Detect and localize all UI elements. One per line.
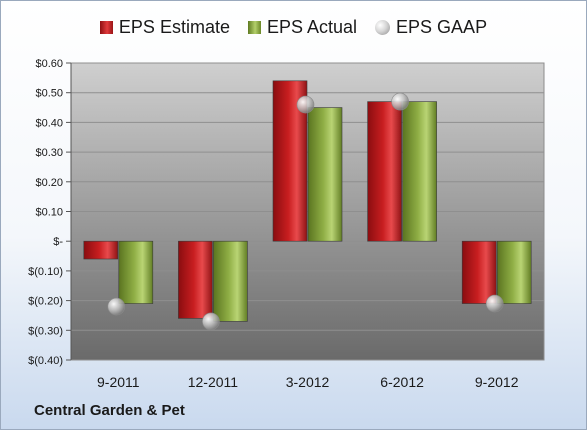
gaap-marker [107,297,126,316]
bar-estimate [461,240,497,304]
y-tick-label: $(0.30) [28,325,63,337]
x-tick-label: 3-2012 [286,374,330,390]
bar-estimate [367,101,402,242]
y-tick-label: $0.20 [35,177,63,189]
x-tick-label: 6-2012 [380,374,424,390]
company-name: Central Garden & Pet [34,402,185,419]
legend-item-gaap: EPS GAAP [375,17,487,38]
legend-label-estimate: EPS Estimate [118,17,230,37]
y-tick-label: $- [53,236,63,248]
y-tick-label: $0.40 [35,117,63,129]
bar-actual [402,101,437,242]
x-tick-label: 9-2011 [97,374,140,390]
legend-item-estimate: EPS Estimate [99,17,230,38]
gaap-marker [485,294,504,313]
legend-swatch-actual [247,21,261,34]
bar-actual [118,240,154,304]
x-tick-label: 9-2012 [475,374,519,390]
y-tick-label: $(0.20) [28,296,63,308]
y-tick-label: $(0.10) [28,266,63,278]
legend-marker-gaap [375,20,391,35]
bar-actual [213,240,248,322]
gaap-marker [202,312,220,331]
x-tick-label: 12-2011 [188,374,239,390]
legend: EPS Estimate EPS Actual EPS GAAP [1,17,586,38]
y-tick-label: $0.30 [35,147,63,159]
bar-actual [496,240,532,304]
legend-swatch-estimate [99,21,113,34]
bar-actual [307,107,343,242]
y-tick-label: $0.60 [35,58,63,70]
y-tick-label: $0.50 [35,88,63,100]
gaap-marker [296,95,315,114]
legend-label-gaap: EPS GAAP [396,17,488,37]
legend-label-actual: EPS Actual [266,17,358,37]
bar-estimate [178,240,213,319]
y-tick-label: $0.10 [35,207,63,219]
legend-item-actual: EPS Actual [247,17,358,38]
gaap-marker [391,92,409,111]
y-tick-label: $(0.40) [28,355,63,367]
bar-estimate [83,240,119,260]
